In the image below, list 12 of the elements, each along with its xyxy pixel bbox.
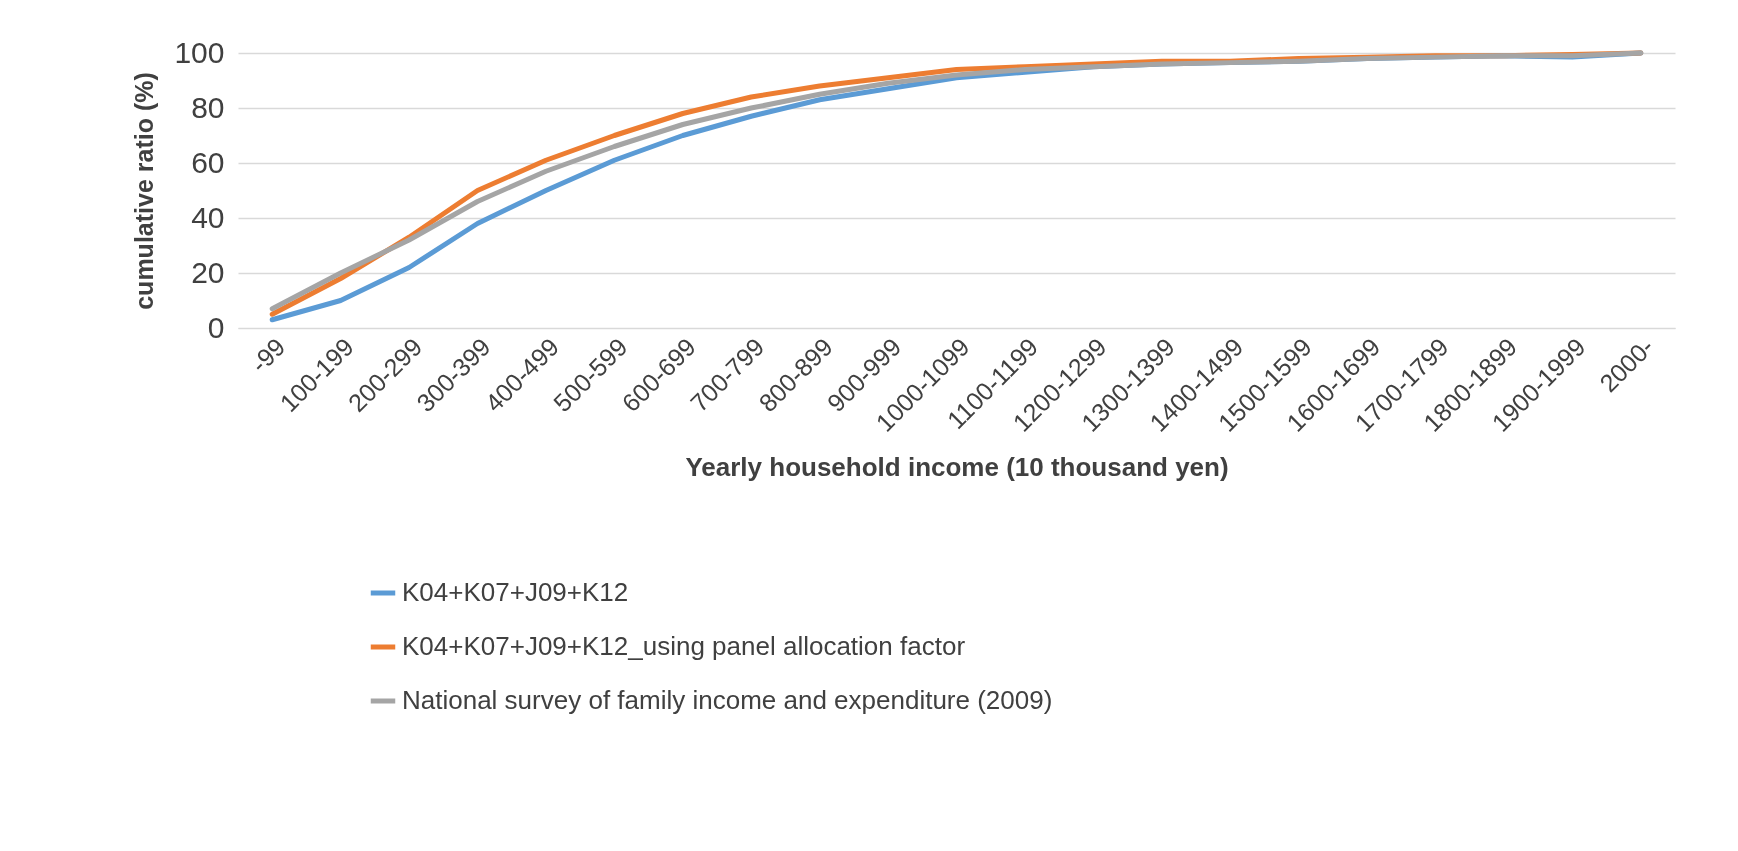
y-tick-label: 20 <box>191 255 225 289</box>
legend-label: National survey of family income and expenditure (2009) <box>402 685 1053 715</box>
y-tick-label: 60 <box>191 145 225 179</box>
legend-label: K04+K07+J09+K12_using panel allocation factor <box>402 631 966 661</box>
y-tick-label: 80 <box>191 90 225 124</box>
y-tick-label: 100 <box>174 35 225 69</box>
x-tick-label: -99 <box>245 332 291 378</box>
legend-label: K04+K07+J09+K12 <box>402 577 629 607</box>
x-axis-title: Yearly household income (10 thousand yen) <box>685 451 1229 482</box>
y-tick-label: 40 <box>191 200 225 234</box>
y-tick-label: 0 <box>207 310 225 344</box>
y-axis-title: cumulative ratio (%) <box>130 72 159 310</box>
